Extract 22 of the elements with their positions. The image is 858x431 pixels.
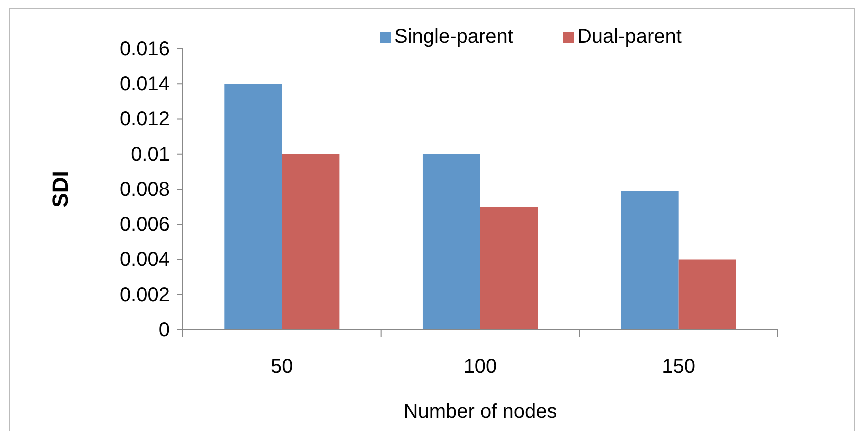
y-tick-label: 0: [158, 319, 170, 342]
x-tick-label: 150: [662, 356, 696, 378]
y-axis-title: SDI: [48, 171, 73, 208]
y-tick-label: 0.006: [120, 214, 170, 236]
legend-label: Dual-parent: [577, 26, 682, 48]
y-tick-label: 0.016: [120, 38, 170, 60]
y-tick-label: 0.002: [120, 284, 170, 306]
x-axis-title: Number of nodes: [404, 401, 558, 423]
x-tick-label: 100: [464, 356, 498, 378]
bar: [282, 154, 340, 330]
y-tick-label: 0.004: [120, 249, 170, 272]
bar: [621, 191, 679, 330]
legend-label: Single-parent: [394, 26, 514, 48]
bar: [678, 260, 736, 330]
y-tick-label: 0.008: [120, 178, 170, 201]
y-tick-label: 0.014: [120, 74, 170, 96]
bar: [224, 84, 282, 330]
y-tick-label: 0.01: [131, 144, 170, 166]
x-tick-label: 50: [271, 356, 294, 378]
bar: [422, 154, 480, 330]
bar: [480, 207, 538, 330]
y-tick-label: 0.012: [120, 108, 170, 131]
